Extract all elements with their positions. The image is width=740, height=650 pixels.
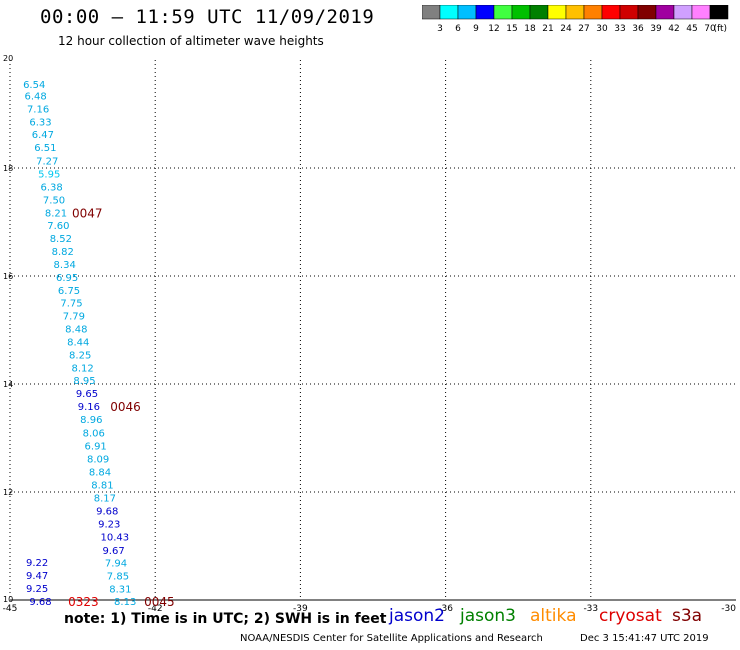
legend-item-jason3: jason3: [460, 606, 516, 626]
wave-height-value: 8.17: [94, 493, 116, 504]
wave-height-value: 9.25: [26, 584, 48, 595]
legend-item-jason2: jason2: [389, 606, 445, 626]
wave-height-value: 6.48: [25, 92, 47, 103]
legend-item-cryosat: cryosat: [599, 606, 662, 626]
wave-height-value: 8.12: [71, 363, 93, 374]
wave-height-value: 9.23: [98, 519, 120, 530]
wave-height-value: 6.51: [34, 143, 56, 154]
y-tick-label: 18: [3, 164, 13, 173]
colorbar-label: 27: [578, 24, 589, 34]
wave-height-value: 8.44: [67, 337, 89, 348]
units-note: note: 1) Time is in UTC; 2) SWH is in fe…: [64, 611, 387, 627]
y-tick-label: 16: [3, 272, 13, 281]
x-tick-label: -30: [721, 604, 736, 614]
wave-height-value: 9.16: [78, 402, 100, 413]
generation-timestamp: Dec 3 15:41:47 UTC 2019: [580, 633, 709, 644]
wave-height-value: 8.34: [54, 260, 76, 271]
colorbar-label: 24: [560, 24, 572, 34]
wave-height-value: 9.68: [96, 506, 118, 517]
colorbar-label: 15: [506, 24, 517, 34]
y-tick-label: 20: [3, 54, 13, 63]
pass-time-label: 0046: [110, 400, 141, 414]
wave-height-value: 5.95: [38, 169, 60, 180]
wave-height-value: 6.47: [32, 130, 54, 141]
pass-time-label: 0045: [144, 595, 175, 609]
colorbar-label: 33: [614, 24, 625, 34]
wave-height-value: 9.67: [102, 546, 124, 557]
wave-height-value: 9.65: [76, 389, 98, 400]
wave-height-value: 6.54: [23, 80, 45, 91]
wave-height-value: 6.95: [56, 273, 78, 284]
wave-height-value: 8.21: [45, 208, 67, 219]
colorbar-label: 42: [668, 24, 679, 34]
pass-time-label: 0323: [68, 595, 99, 609]
wave-height-value: 8.48: [65, 324, 87, 335]
wave-height-value: 8.96: [80, 415, 102, 426]
legend-item-s3a: s3a: [672, 606, 703, 626]
wave-height-value: 7.79: [63, 311, 85, 322]
wave-height-value: 8.13: [114, 597, 136, 608]
y-tick-label: 14: [3, 380, 13, 389]
colorbar-label: 3: [437, 24, 443, 34]
colorbar-label: 30: [596, 24, 608, 34]
wave-height-value: 7.16: [27, 105, 49, 116]
wave-height-value: 8.52: [50, 234, 72, 245]
color-scale-bar: 3 6 9 12 15 18 21 24 27 30 33 36 39 42 45 70(ft): [422, 5, 729, 34]
credit-line: NOAA/NESDIS Center for Satellite Applica…: [240, 633, 543, 644]
colorbar-label: 9: [473, 24, 479, 34]
wave-height-value: 8.09: [87, 455, 109, 466]
wave-height-value: 6.75: [58, 286, 80, 297]
chart-title: 00:00 – 11:59 UTC 11/09/2019: [40, 6, 375, 28]
wave-height-value: 9.47: [26, 571, 48, 582]
y-tick-label: 12: [3, 488, 13, 497]
wave-height-value: 8.84: [89, 467, 111, 478]
colorbar-swatch: [709, 5, 729, 20]
wave-height-value: 8.31: [109, 585, 131, 596]
colorbar-label: 6: [455, 24, 461, 34]
wave-height-value: 9.68: [29, 597, 51, 608]
wave-height-value: 10.43: [101, 532, 130, 543]
colorbar-label: 21: [542, 24, 553, 34]
wave-height-value: 8.25: [69, 350, 91, 361]
wave-height-value: 7.50: [43, 195, 65, 206]
wave-height-value: 7.75: [60, 298, 82, 309]
wave-height-value: 7.27: [36, 156, 58, 167]
wave-height-value: 8.06: [83, 429, 105, 440]
wave-height-value: 6.38: [40, 182, 62, 193]
wave-height-value: 8.95: [73, 376, 95, 387]
x-tick-label: -33: [583, 604, 598, 614]
wave-height-value: 7.94: [105, 559, 127, 570]
wave-height-value: 7.60: [47, 221, 69, 232]
y-tick-label: 10: [3, 595, 13, 604]
wave-height-value: 6.91: [85, 442, 107, 453]
wave-height-value: 6.33: [29, 118, 51, 129]
wave-height-value: 7.85: [107, 572, 129, 583]
wave-height-value: 8.82: [52, 247, 74, 258]
colorbar-label: 12: [488, 24, 499, 34]
colorbar-label: 18: [524, 24, 536, 34]
colorbar-unit: (ft): [713, 24, 727, 34]
colorbar-label: 36: [632, 24, 644, 34]
x-tick-label: -42: [148, 604, 163, 614]
colorbar-label: 39: [650, 24, 662, 34]
colorbar-label: 70: [704, 24, 716, 34]
wave-height-value: 8.81: [91, 480, 113, 491]
wave-height-plot: -45 -42 -39 -36 -33 -30 10 12 14 16 18 20 6.546.48 7…: [3, 54, 737, 614]
legend-item-altika: altika: [530, 606, 577, 626]
pass-time-label: 0047: [72, 206, 103, 220]
colorbar-label: 45: [686, 24, 697, 34]
wave-height-value: 9.22: [26, 558, 48, 569]
x-tick-label: -45: [3, 604, 18, 614]
x-tick-label: -36: [438, 604, 453, 614]
chart-subtitle: 12 hour collection of altimeter wave hei…: [58, 34, 324, 48]
x-tick-label: -39: [293, 604, 308, 614]
